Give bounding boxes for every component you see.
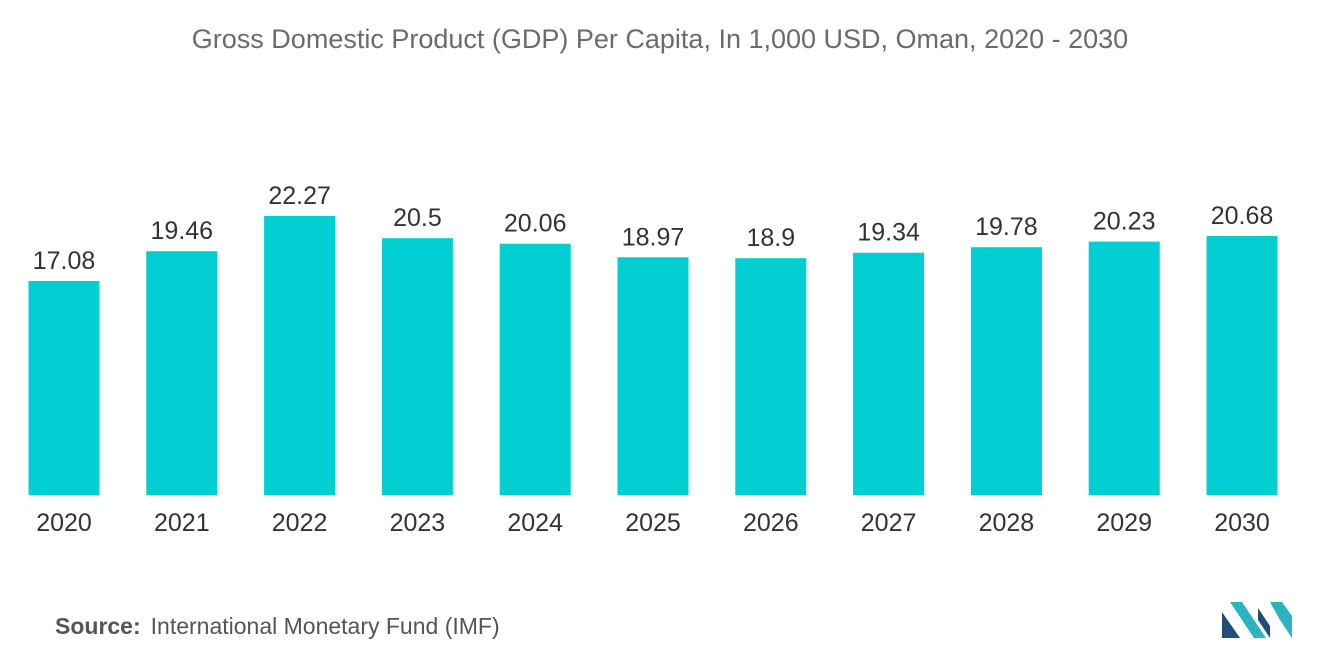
source-note: Source: International Monetary Fund (IMF)	[55, 613, 500, 640]
x-tick-label-2020: 2020	[36, 509, 92, 537]
bar-2027	[853, 252, 925, 495]
bar-value-label-2020: 17.08	[33, 247, 96, 275]
x-tick-label-2021: 2021	[154, 509, 210, 537]
bar-value-label-2024: 20.06	[504, 210, 567, 238]
bar-2025	[617, 257, 689, 495]
bar-2021	[146, 251, 218, 495]
x-tick-label-2022: 2022	[272, 509, 328, 537]
bar-chart: 17.08 2020 19.46 2021 22.27 2022 20.5 2023 20.06…	[28, 182, 1278, 537]
bar-2030	[1206, 235, 1278, 495]
source-text: International Monetary Fund (IMF)	[150, 613, 500, 639]
bar-2022	[264, 216, 336, 495]
bar-value-label-2026: 18.9	[746, 224, 795, 252]
x-tick-label-2030: 2030	[1214, 509, 1270, 537]
x-tick-label-2026: 2026	[743, 509, 799, 537]
x-tick-label-2027: 2027	[861, 509, 917, 537]
bar-2029	[1088, 241, 1160, 495]
bar-2024	[499, 243, 571, 495]
x-tick-label-2024: 2024	[507, 509, 563, 537]
mordor-intelligence-logo-icon	[1222, 602, 1292, 638]
bar-value-label-2023: 20.5	[393, 204, 442, 232]
chart-title: Gross Domestic Product (GDP) Per Capita,…	[191, 24, 1129, 54]
bar-2028	[970, 247, 1042, 495]
x-tick-label-2023: 2023	[390, 509, 446, 537]
bar-value-label-2029: 20.23	[1093, 208, 1156, 236]
bar-value-label-2022: 22.27	[268, 182, 331, 210]
bar-value-label-2025: 18.97	[622, 223, 685, 251]
x-tick-label-2029: 2029	[1096, 509, 1152, 537]
logo-right-stroke	[1270, 602, 1292, 638]
logo-right-mid-stroke	[1258, 608, 1270, 638]
bar-value-label-2021: 19.46	[151, 217, 214, 245]
bar-value-label-2030: 20.68	[1211, 202, 1274, 230]
logo-mid-stroke	[1230, 602, 1266, 638]
bar-value-label-2027: 19.34	[857, 219, 920, 247]
bar-2020	[28, 281, 100, 495]
source-label: Source:	[55, 613, 141, 639]
logo-left-stroke	[1222, 612, 1240, 638]
bar-value-label-2028: 19.78	[975, 213, 1038, 241]
x-tick-label-2025: 2025	[625, 509, 681, 537]
bar-2026	[735, 258, 807, 495]
bar-2023	[381, 238, 453, 495]
x-tick-label-2028: 2028	[979, 509, 1035, 537]
